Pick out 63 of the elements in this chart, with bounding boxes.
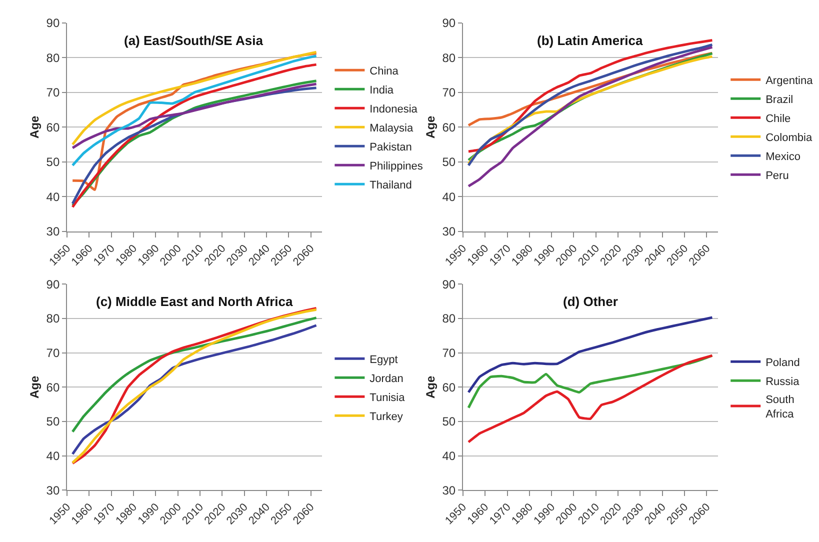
y-tick-label: 70 [46, 86, 60, 100]
legend-label: India [370, 84, 394, 96]
legend-label: Peru [766, 170, 789, 182]
line-series [71, 324, 318, 456]
y-tick-label: 60 [46, 380, 60, 394]
text: (b) Latin America [537, 33, 644, 48]
text: (d) Other [563, 294, 618, 309]
y-tick-label: 80 [46, 50, 60, 65]
legend-label: Indonesia [370, 103, 418, 116]
y-tick-label: 50 [46, 414, 60, 429]
y-tick-label: 90 [46, 16, 60, 30]
legend-label: Mexico [766, 150, 800, 163]
line-series [71, 82, 318, 150]
y-tick-label: 40 [46, 190, 60, 204]
y-axis-title: Age [424, 376, 438, 398]
y-tick-label: 70 [46, 346, 60, 360]
y-tick-label: 60 [46, 120, 60, 134]
text: (c) Middle East and North Africa [96, 294, 294, 309]
y-axis-title: Age [28, 115, 42, 138]
legend-label: Colombia [766, 132, 813, 144]
line-series [467, 316, 714, 394]
line-series [467, 354, 714, 444]
y-tick-label: 80 [46, 312, 60, 326]
y-tick-label: 30 [442, 483, 456, 498]
legend-label: Tunisia [370, 392, 406, 404]
y-tick-label: 30 [46, 224, 60, 239]
legend-label: Philippines [370, 160, 424, 172]
y-axis-title: Age [28, 376, 42, 398]
y-tick-label: 50 [46, 155, 60, 170]
legend-label: Thailand [370, 179, 412, 192]
y-tick-label: 80 [442, 50, 456, 65]
legend-label: Poland [766, 356, 800, 369]
y-tick-label: 90 [46, 277, 60, 292]
y-tick-label: 60 [442, 120, 456, 134]
legend-label: Pakistan [370, 141, 412, 154]
y-tick-label: 30 [442, 224, 456, 239]
y-tick-label: 90 [442, 16, 456, 30]
text: (a) East/South/SE Asia [124, 33, 264, 48]
y-tick-label: 50 [442, 414, 456, 429]
line-series [71, 316, 318, 434]
y-tick-label: 70 [442, 86, 456, 100]
legend-label: Russia [766, 376, 800, 388]
y-tick-label: 50 [442, 155, 456, 170]
y-tick-label: 30 [46, 483, 60, 498]
legend-label: China [370, 65, 400, 78]
y-tick-label: 70 [442, 346, 456, 360]
y-tick-label: 90 [442, 277, 456, 292]
y-tick-label: 40 [46, 449, 60, 463]
y-tick-label: 80 [442, 312, 456, 326]
y-tick-label: 40 [442, 190, 456, 204]
y-axis-title: Age [424, 115, 438, 138]
legend-label: Argentina [766, 74, 814, 87]
line-series [71, 54, 318, 167]
legend-label: Chile [766, 112, 791, 125]
legend-label: Brazil [766, 94, 794, 106]
line-series [71, 50, 318, 146]
legend-label: Turkey [370, 410, 404, 423]
legend-label: South Africa [766, 394, 795, 420]
legend-label: Jordan [370, 372, 404, 385]
legend-label: Egypt [370, 354, 398, 366]
y-tick-label: 60 [442, 380, 456, 394]
y-tick-label: 40 [442, 449, 456, 463]
legend-label: Malaysia [370, 122, 414, 134]
